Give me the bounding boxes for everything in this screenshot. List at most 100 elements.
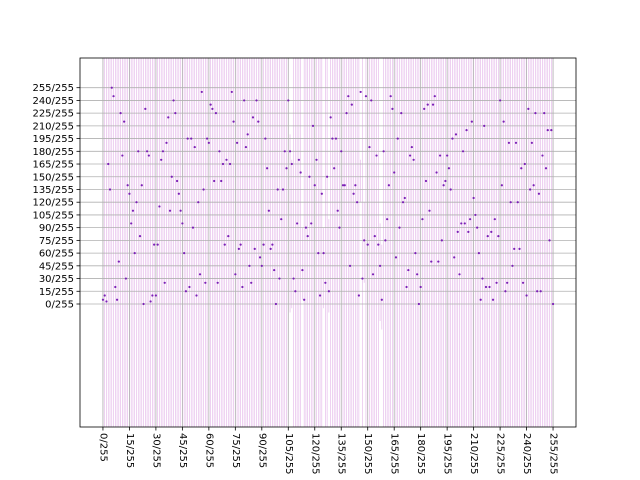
data-point [205,137,209,140]
data-point [110,86,113,89]
data-point [423,107,426,110]
data-point [350,103,353,106]
data-point [186,137,189,140]
y-tick-label: 225/255 [32,109,74,120]
data-point [250,281,253,284]
data-point [412,158,415,161]
data-point [504,290,507,293]
data-point [458,273,461,276]
data-point [274,302,278,306]
data-point [181,222,184,225]
y-tick-label: 0/255 [45,300,74,311]
data-point [477,252,481,255]
data-point [359,90,362,94]
data-point [498,99,502,102]
data-point [525,294,528,297]
data-point [463,222,466,225]
data-point [419,285,422,289]
data-point [345,112,348,115]
data-point [299,171,302,174]
data-point [417,302,421,306]
data-point [336,209,339,212]
x-tick-label: 75/255 [230,433,241,468]
data-point [544,167,548,170]
data-point [145,150,149,153]
data-point [306,235,309,238]
data-point [179,209,182,212]
data-point [119,112,122,115]
x-tick-label: 135/255 [336,433,347,475]
data-point [520,167,523,170]
data-point [408,154,412,157]
data-point [516,201,519,204]
data-point [484,285,488,289]
y-tick-label: 135/255 [32,185,74,196]
y-tick-label: 240/255 [32,96,74,107]
x-tick-label: 105/255 [283,433,294,475]
data-point [352,192,355,195]
data-point [373,235,376,238]
data-point [123,120,126,123]
data-point [191,226,195,229]
y-tick-label: 210/255 [32,121,74,132]
data-point [137,150,140,153]
data-point [371,273,375,276]
data-point [195,294,198,297]
data-point [340,150,343,153]
data-point [453,256,456,259]
data-point [235,141,239,144]
data-point [493,218,496,221]
data-point [175,179,179,183]
data-point [140,184,143,187]
data-point [228,162,232,166]
data-point [257,120,260,123]
x-tick-label: 45/255 [177,433,188,468]
data-point [211,107,214,110]
x-tick-label: 0/255 [97,433,108,462]
data-point [370,99,373,102]
data-point [438,154,442,157]
data-point [135,201,138,204]
data-point [253,247,256,250]
data-point [121,154,124,157]
data-point [287,99,290,102]
data-point [529,188,532,191]
data-point [163,281,166,284]
data-point [324,281,327,284]
data-point [124,277,127,280]
data-point [101,298,105,301]
data-point [354,184,357,187]
data-point [428,209,431,212]
data-point [476,226,479,229]
data-point [126,184,129,187]
data-point [234,273,237,276]
data-point [550,129,553,132]
data-point [444,179,447,183]
x-tick-label: 15/255 [124,433,135,468]
data-point [315,158,318,161]
data-point [502,120,505,123]
data-point [221,162,225,166]
data-point [131,209,135,212]
data-point [246,133,249,136]
data-point [320,192,323,195]
data-point [128,192,131,195]
data-point [161,150,165,153]
data-point [403,196,406,200]
y-tick-label: 15/255 [39,287,74,298]
data-point [465,129,468,132]
data-point [446,154,449,157]
data-point [198,273,202,276]
data-point [327,290,330,293]
data-point [507,141,511,144]
data-point [387,184,390,187]
data-point [398,226,401,229]
data-point [311,124,315,127]
data-point [130,222,133,225]
data-point [449,188,452,191]
data-point [142,302,145,306]
data-point [467,230,470,233]
data-point [437,260,440,263]
data-point [541,154,544,157]
data-point [414,252,417,255]
